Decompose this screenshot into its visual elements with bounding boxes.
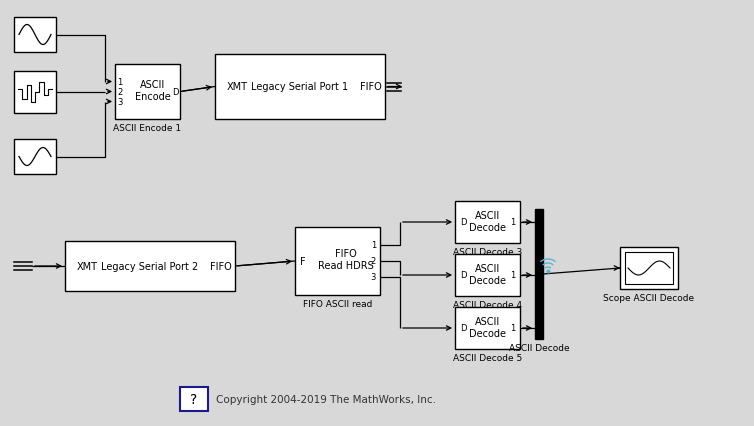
Text: 1: 1	[510, 271, 515, 280]
Bar	[295, 227, 380, 295]
Bar	[625, 253, 673, 284]
Bar	[115, 65, 180, 120]
Text: Decode: Decode	[469, 328, 506, 338]
Bar	[14, 18, 56, 53]
Bar	[620, 248, 678, 289]
Bar	[14, 72, 56, 114]
Bar	[455, 307, 520, 349]
Text: ASCII Decode: ASCII Decode	[509, 343, 569, 352]
Bar	[455, 254, 520, 296]
Text: ASCII Encode 1: ASCII Encode 1	[113, 124, 182, 132]
Text: D: D	[460, 271, 467, 280]
Text: ASCII Decode 3: ASCII Decode 3	[453, 248, 522, 256]
Text: ASCII: ASCII	[475, 263, 500, 273]
Text: ASCII Decode 5: ASCII Decode 5	[453, 353, 522, 362]
Text: Decode: Decode	[469, 222, 506, 233]
Text: XMT: XMT	[227, 82, 248, 92]
Text: ASCII: ASCII	[475, 316, 500, 326]
Bar	[215, 55, 385, 120]
Text: D: D	[460, 218, 467, 227]
Text: Encode: Encode	[135, 91, 170, 101]
Text: ASCII: ASCII	[475, 210, 500, 221]
Text: XMT: XMT	[77, 262, 98, 271]
Text: Legacy Serial Port 1: Legacy Serial Port 1	[251, 82, 348, 92]
Bar	[180, 387, 208, 411]
Text: F: F	[300, 256, 305, 266]
Text: ?: ?	[190, 392, 198, 406]
Text: D: D	[172, 88, 178, 97]
Text: Read HDRS: Read HDRS	[317, 260, 373, 271]
Text: 3: 3	[118, 98, 123, 107]
Bar	[14, 140, 56, 175]
Text: ASCII: ASCII	[140, 81, 165, 90]
Text: FIFO: FIFO	[210, 262, 232, 271]
Text: Legacy Serial Port 2: Legacy Serial Port 2	[101, 262, 198, 271]
Text: 1: 1	[118, 78, 123, 87]
Text: 1: 1	[510, 324, 515, 333]
Bar	[455, 201, 520, 243]
Text: 1: 1	[510, 218, 515, 227]
Text: Copyright 2004-2019 The MathWorks, Inc.: Copyright 2004-2019 The MathWorks, Inc.	[216, 394, 436, 404]
Text: ASCII Decode 4: ASCII Decode 4	[453, 300, 522, 309]
Text: FIFO: FIFO	[360, 82, 382, 92]
Text: FIFO ASCII read: FIFO ASCII read	[303, 299, 372, 308]
Bar	[65, 242, 235, 291]
Text: 2: 2	[118, 88, 123, 97]
Text: D: D	[460, 324, 467, 333]
Text: FIFO: FIFO	[335, 248, 357, 259]
Text: Scope ASCII Decode: Scope ASCII Decode	[603, 294, 694, 302]
Text: 1: 1	[371, 241, 376, 250]
Text: Decode: Decode	[469, 275, 506, 285]
Text: 2: 2	[371, 257, 376, 266]
Text: 3: 3	[371, 273, 376, 282]
Bar	[535, 210, 543, 339]
